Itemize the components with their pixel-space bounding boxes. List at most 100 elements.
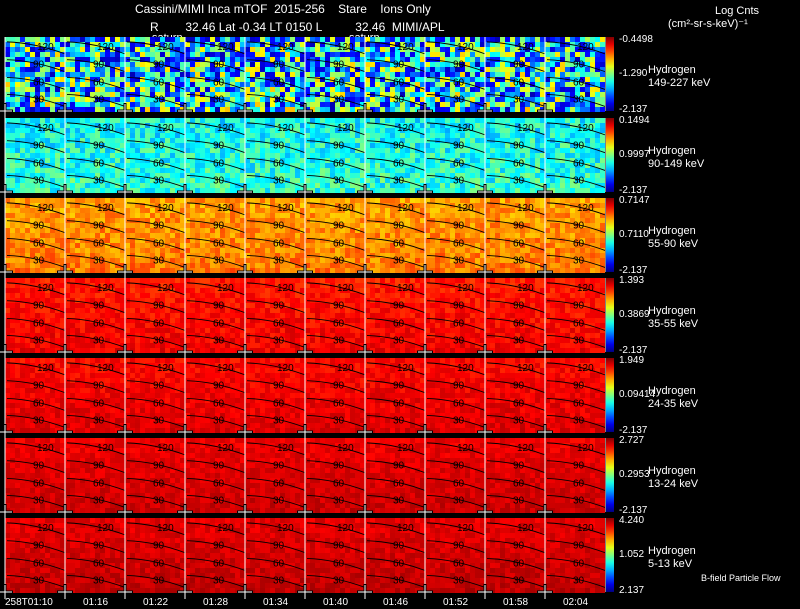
- heatmap-cell: [465, 72, 470, 77]
- heatmap-cell: [510, 97, 515, 102]
- contour-label: 120: [157, 42, 174, 53]
- heatmap-cell: [335, 248, 340, 253]
- heatmap-cell: [265, 107, 270, 112]
- heatmap-cell: [575, 128, 580, 133]
- heatmap-cell: [240, 72, 245, 77]
- heatmap-cell: [600, 158, 605, 163]
- heatmap-cell: [165, 153, 170, 158]
- heatmap-cell: [265, 263, 270, 268]
- heatmap-cell: [235, 72, 240, 77]
- heatmap-cell: [25, 52, 30, 57]
- heatmap-cell: [315, 253, 320, 258]
- heatmap-cell: [395, 107, 400, 112]
- heatmap-cell: [195, 133, 200, 138]
- heatmap-cell: [285, 163, 290, 168]
- heatmap-cell: [45, 173, 50, 178]
- heatmap-cell: [275, 102, 280, 107]
- heatmap-cell: [310, 183, 315, 188]
- contour-line: [6, 41, 66, 55]
- heatmap-cell: [170, 183, 175, 188]
- contour-line: [126, 122, 186, 136]
- heatmap-cell: [145, 173, 150, 178]
- heatmap-cell: [210, 47, 215, 52]
- heatmap-cell: [250, 248, 255, 253]
- heatmap-cell: [455, 52, 460, 57]
- heatmap-cell: [305, 168, 310, 173]
- heatmap-cell: [575, 188, 580, 193]
- heatmap-cell: [280, 82, 285, 87]
- heatmap-cell: [85, 62, 90, 67]
- heatmap-cell: [595, 138, 600, 143]
- heatmap-cell: [200, 183, 205, 188]
- heatmap-cell: [135, 268, 140, 273]
- heatmap-cell: [415, 183, 420, 188]
- heatmap-cell: [170, 52, 175, 57]
- heatmap-cell: [350, 218, 355, 223]
- heatmap-cell: [200, 62, 205, 67]
- heatmap-cell: [110, 188, 115, 193]
- heatmap-cell: [485, 133, 490, 138]
- heatmap-cell: [575, 47, 580, 52]
- heatmap-cell: [195, 258, 200, 263]
- heatmap-cell: [365, 118, 370, 123]
- heatmap-cell: [155, 97, 160, 102]
- heatmap-cell: [440, 57, 445, 62]
- heatmap-cell: [60, 87, 65, 92]
- heatmap-cell: [415, 158, 420, 163]
- heatmap-cell: [395, 158, 400, 163]
- heatmap-cell: [205, 57, 210, 62]
- heatmap-cell: [390, 168, 395, 173]
- heatmap-cell: [500, 148, 505, 153]
- heatmap-cell: [20, 238, 25, 243]
- heatmap-cell: [270, 173, 275, 178]
- heatmap-cell: [60, 62, 65, 67]
- heatmap-cell: [165, 208, 170, 213]
- heatmap-cell: [565, 82, 570, 87]
- heatmap-cell: [205, 123, 210, 128]
- contour-label: 60: [33, 158, 45, 169]
- heatmap-cell: [150, 133, 155, 138]
- heatmap-cell: [210, 258, 215, 263]
- heatmap-cell: [130, 158, 135, 163]
- heatmap-cell: [580, 52, 585, 57]
- heatmap-cell: [230, 82, 235, 87]
- heatmap-cell: [35, 258, 40, 263]
- heatmap-cell: [405, 67, 410, 72]
- heatmap-cell: [520, 153, 525, 158]
- heatmap-cell: [60, 128, 65, 133]
- heatmap-cell: [315, 102, 320, 107]
- heatmap-cell: [270, 268, 275, 273]
- heatmap-cell: [255, 263, 260, 268]
- heatmap-cell: [465, 52, 470, 57]
- heatmap-cell: [405, 102, 410, 107]
- heatmap-cell: [95, 62, 100, 67]
- heatmap-cell: [65, 52, 70, 57]
- contour-line: [6, 174, 66, 188]
- heatmap-cell: [575, 158, 580, 163]
- contour-line: [186, 202, 246, 216]
- heatmap-cell: [455, 183, 460, 188]
- heatmap-cell: [90, 268, 95, 273]
- heatmap-cell: [55, 163, 60, 168]
- heatmap-cell: [170, 37, 175, 42]
- heatmap-cell: [260, 67, 265, 72]
- heatmap-cell: [95, 82, 100, 87]
- heatmap-cell: [395, 118, 400, 123]
- heatmap-cell: [110, 263, 115, 268]
- heatmap-cell: [260, 218, 265, 223]
- heatmap-cell: [535, 118, 540, 123]
- heatmap-cell: [540, 77, 545, 82]
- heatmap-cell: [490, 42, 495, 47]
- heatmap-cell: [525, 87, 530, 92]
- heatmap-cell: [15, 143, 20, 148]
- heatmap-cell: [35, 97, 40, 102]
- heatmap-cell: [545, 118, 550, 123]
- heatmap-cell: [385, 143, 390, 148]
- heatmap-cell: [75, 228, 80, 233]
- heatmap-cell: [90, 47, 95, 52]
- contour-label: 90: [573, 60, 585, 71]
- heatmap-cell: [450, 163, 455, 168]
- heatmap-cell: [350, 42, 355, 47]
- heatmap-cell: [415, 102, 420, 107]
- heatmap-cell: [210, 268, 215, 273]
